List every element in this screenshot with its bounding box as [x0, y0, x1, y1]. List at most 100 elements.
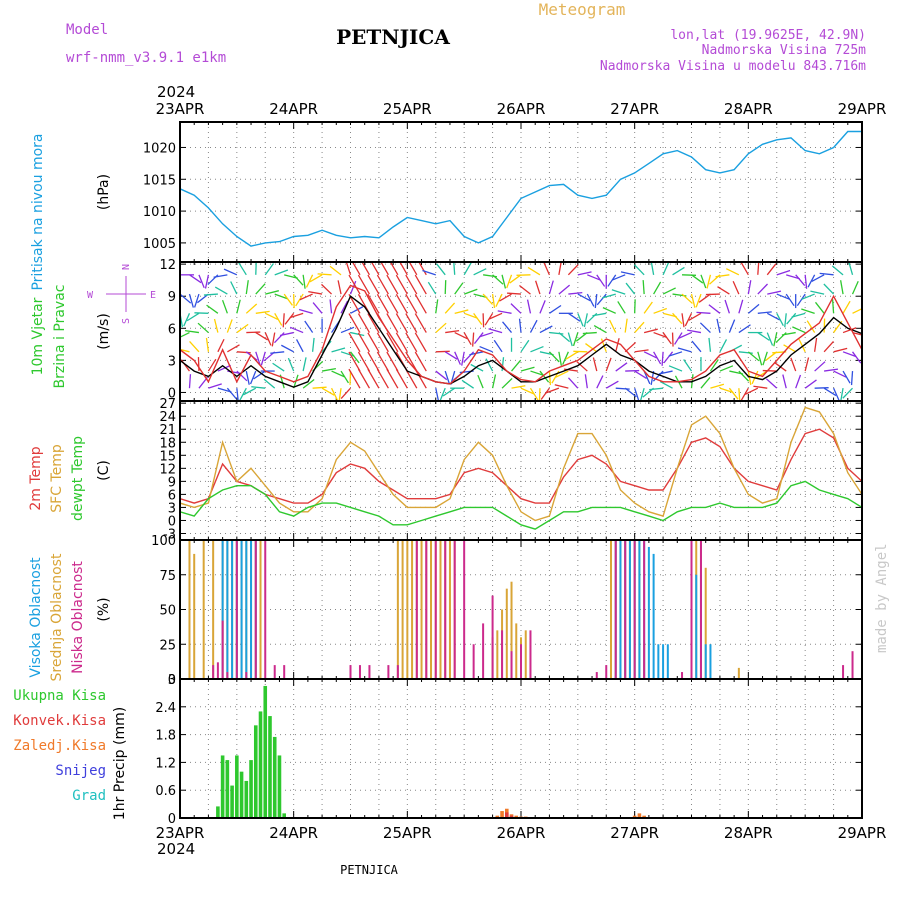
- wind-barb: [462, 380, 474, 388]
- bar-cloud_low: [222, 621, 224, 679]
- y-tick-label: 6: [168, 488, 176, 503]
- wind-barb: [237, 300, 240, 314]
- bar-cloud_high: [226, 540, 228, 679]
- wind-barb: [264, 379, 275, 388]
- wind-barb: [251, 387, 265, 388]
- bar-precip_total: [273, 737, 277, 818]
- date-label-top: 28APR: [724, 100, 773, 118]
- wind-barb: [346, 262, 350, 275]
- wind-barb: [206, 275, 209, 289]
- wind-barb: [503, 322, 512, 333]
- compass-north: N: [121, 264, 132, 270]
- bar-cloud_low: [691, 540, 693, 679]
- wind-barb: [729, 320, 734, 333]
- y-axis-label: Brzina i Pravac: [52, 285, 68, 389]
- wind-barb: [559, 352, 561, 366]
- wind-barb: [774, 333, 777, 347]
- wind-barb: [227, 319, 232, 332]
- product-label: Meteogram: [539, 0, 626, 19]
- wind-barb: [748, 352, 759, 361]
- bar-cloud_low: [425, 540, 427, 679]
- y-axis-label: 1hr Precip (mm): [112, 707, 128, 820]
- wind-barb: [239, 263, 246, 275]
- wind-barb: [726, 269, 739, 275]
- bar-cloud_low: [274, 665, 276, 679]
- y-tick-label: 24: [159, 410, 176, 425]
- wind-barb: [709, 338, 710, 352]
- wind-barb: [748, 304, 759, 313]
- y-tick-label: 21: [159, 423, 176, 438]
- wind-barb: [758, 312, 772, 313]
- bar-cloud_mid: [260, 540, 262, 679]
- wind-barb: [684, 359, 692, 371]
- wind-barb: [710, 384, 723, 388]
- wind-barb: [318, 274, 332, 275]
- wind-barb: [349, 256, 360, 275]
- y-tick-label: 0: [168, 812, 176, 827]
- wind-barb: [273, 363, 285, 371]
- wind-barb: [358, 369, 369, 388]
- wind-barb: [792, 327, 805, 333]
- y-tick-label: 1015: [143, 173, 176, 188]
- bar-cloud_mid: [449, 540, 451, 679]
- wind-barb: [321, 284, 331, 294]
- wind-barb: [540, 300, 545, 313]
- wind-barb: [270, 352, 284, 353]
- wind-barb: [256, 284, 265, 294]
- wind-barb: [663, 288, 676, 294]
- bar-cloud_mid: [738, 668, 740, 679]
- wind-barb: [512, 360, 521, 371]
- y-tick-label: 75: [159, 569, 176, 584]
- bar-cloud_mid: [402, 540, 404, 679]
- wind-barb: [782, 333, 796, 335]
- wind-barb: [530, 388, 537, 400]
- wind-barb: [303, 357, 306, 371]
- bar-cloud_mid: [610, 540, 612, 679]
- wind-barb: [701, 377, 710, 388]
- wind-barb: [824, 341, 833, 351]
- y-tick-label: 12: [159, 258, 176, 273]
- bar-precip_total: [259, 711, 263, 818]
- bar-cloud_low: [416, 540, 418, 679]
- bar-cloud_low: [387, 665, 389, 679]
- bar-cloud_low: [217, 662, 219, 679]
- wind-barb: [664, 352, 673, 363]
- wind-barb: [275, 313, 282, 325]
- bar-cloud_mid: [193, 554, 195, 679]
- bar-cloud_low: [283, 665, 285, 679]
- y-tick-label: 27: [159, 397, 176, 412]
- bar-cloud_high: [705, 644, 707, 679]
- bar-precip_total: [216, 806, 220, 818]
- bar-precip_total: [230, 786, 234, 818]
- wind-barb: [568, 333, 572, 346]
- wind-barb: [296, 294, 303, 306]
- bar-cloud_high: [638, 540, 640, 679]
- y-tick-label: 1010: [143, 205, 176, 220]
- wind-barb: [649, 388, 663, 389]
- date-label-bottom: 23APR: [156, 824, 205, 842]
- y-axis-label: Niska Oblacnost: [70, 561, 86, 674]
- wind-barb: [341, 388, 350, 398]
- bar-precip_total: [254, 725, 258, 818]
- wind-barb: [544, 262, 550, 275]
- wind-barb: [214, 275, 228, 277]
- bar-cloud_low: [264, 540, 266, 679]
- wind-barb: [707, 275, 710, 289]
- bar-cloud_high: [231, 540, 233, 679]
- wind-barb: [741, 263, 748, 275]
- bar-precip_total: [278, 755, 282, 818]
- date-label-top: 27APR: [610, 100, 659, 118]
- wind-barb: [485, 313, 492, 325]
- bar-cloud_low: [634, 540, 636, 679]
- bar-cloud_mid: [203, 540, 205, 679]
- wind-barb: [198, 323, 208, 332]
- bar-cloud_high: [695, 575, 697, 679]
- wind-barb: [796, 375, 801, 388]
- wind-barb: [299, 309, 312, 313]
- wind-barb: [208, 384, 221, 388]
- y-axis-label: Pritisak na nivou mora: [30, 133, 46, 290]
- bar-cloud_low: [842, 665, 844, 679]
- bar-cloud_low: [350, 665, 352, 679]
